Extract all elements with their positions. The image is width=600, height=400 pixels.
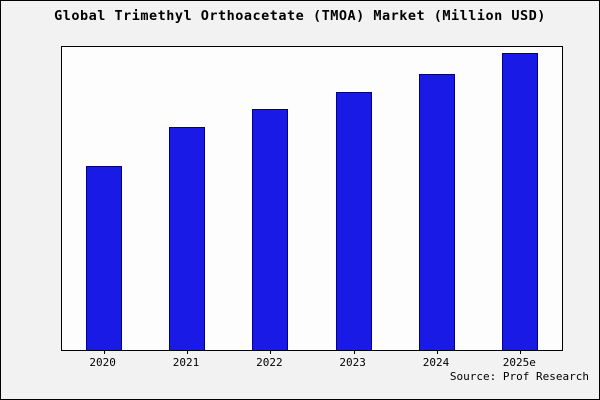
x-tick-label-2025e: 2025e: [502, 356, 536, 369]
plot-area: [61, 46, 563, 354]
x-tick-mark: [187, 350, 188, 354]
x-tick-mark: [437, 350, 438, 354]
x-tick-mark: [104, 350, 105, 354]
bar-2020: [85, 166, 122, 350]
x-tick-label-2024: 2024: [422, 356, 450, 369]
source-text: Source: Prof Research: [449, 370, 589, 383]
bar-2025e: [502, 53, 539, 350]
x-tick-mark: [270, 350, 271, 354]
bar-2022: [252, 109, 289, 350]
x-tick-mark: [354, 350, 355, 354]
x-tick-label-2022: 2022: [256, 356, 283, 369]
bar-2021: [169, 127, 205, 350]
bar-2024: [419, 74, 455, 350]
bar-2023: [335, 92, 372, 350]
x-tick-label-2020: 2020: [89, 356, 116, 369]
x-tick-mark: [520, 350, 521, 354]
x-tick-label-2023: 2023: [339, 356, 366, 369]
x-tick-label-2021: 2021: [172, 356, 200, 369]
chart-title: Global Trimethyl Orthoacetate (TMOA) Mar…: [54, 8, 546, 24]
